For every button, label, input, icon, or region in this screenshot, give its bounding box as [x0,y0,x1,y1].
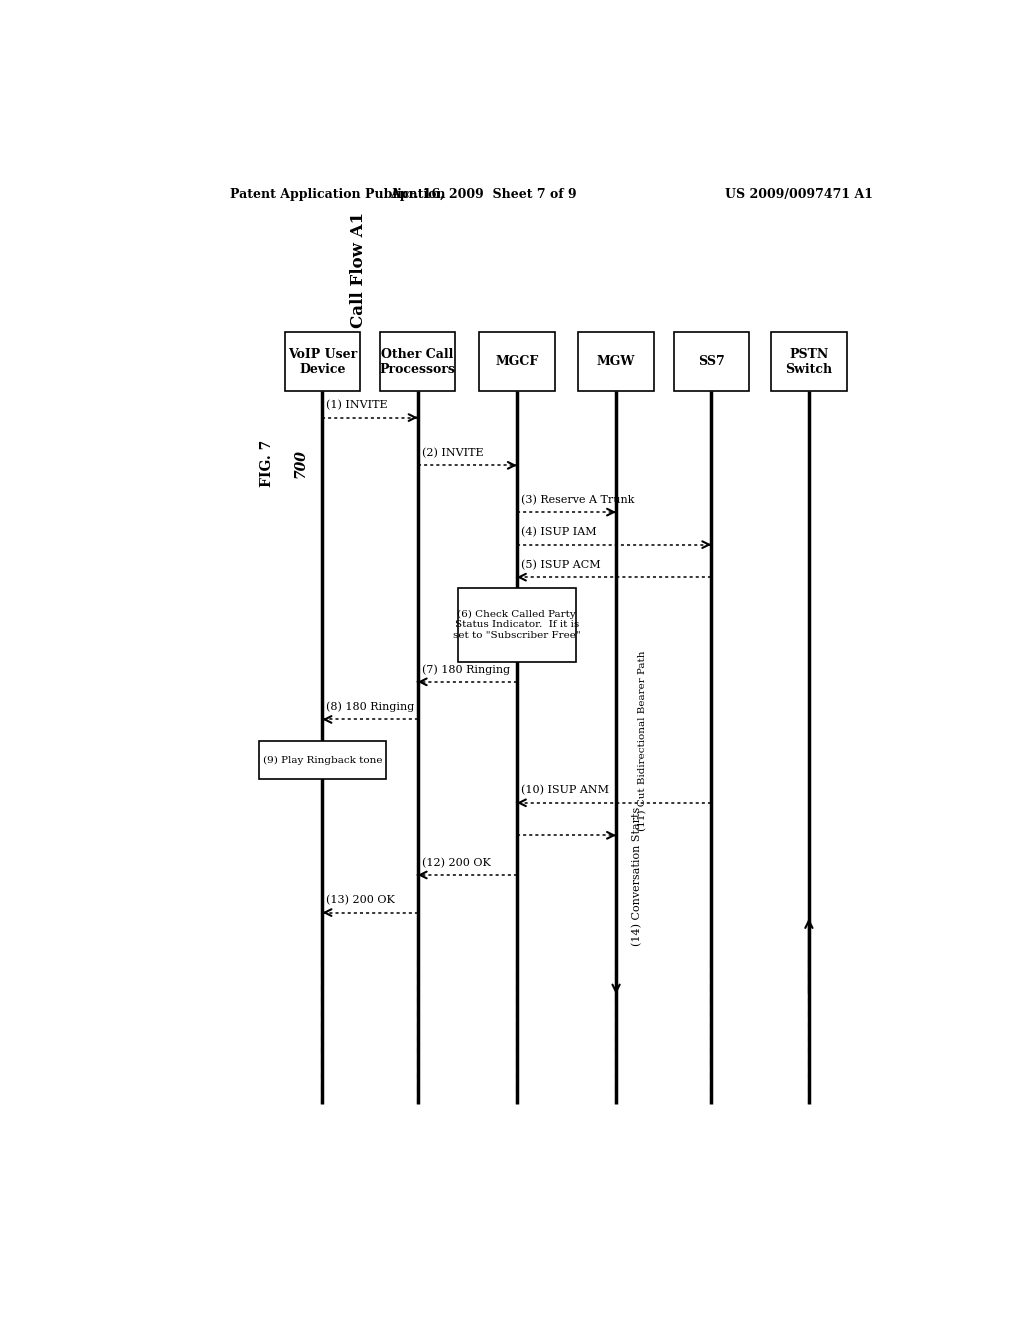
Bar [674,333,749,391]
Text: (3) Reserve A Trunk: (3) Reserve A Trunk [521,495,634,506]
Text: Patent Application Publication: Patent Application Publication [229,189,445,202]
Text: (12) 200 OK: (12) 200 OK [422,858,490,867]
Bar [458,587,575,663]
Text: SS7: SS7 [698,355,725,368]
Text: (13) 200 OK: (13) 200 OK [327,895,395,906]
Text: (6) Check Called Party
Status Indicator.  If it is
set to "Subscriber Free": (6) Check Called Party Status Indicator.… [453,610,581,640]
Bar [285,333,360,391]
Text: MGW: MGW [597,355,635,368]
Text: PSTN
Switch: PSTN Switch [785,347,833,376]
Text: VoIP User
Device: VoIP User Device [288,347,357,376]
Text: Other Call
Processors: Other Call Processors [380,347,456,376]
Text: (5) ISUP ACM: (5) ISUP ACM [521,560,600,570]
Text: MGCF: MGCF [496,355,539,368]
Text: (2) INVITE: (2) INVITE [422,447,483,458]
Bar [259,741,386,779]
Bar [380,333,456,391]
Text: (7) 180 Ringing: (7) 180 Ringing [422,664,510,675]
Text: (11) Cut Bidirectional Bearer Path: (11) Cut Bidirectional Bearer Path [638,651,647,832]
Text: FIG. 7: FIG. 7 [260,440,273,487]
Text: (9) Play Ringback tone: (9) Play Ringback tone [263,755,382,764]
Text: Call Flow A1: Call Flow A1 [349,213,367,329]
Text: (10) ISUP ANM: (10) ISUP ANM [521,785,609,796]
Bar [771,333,847,391]
Text: Apr. 16, 2009  Sheet 7 of 9: Apr. 16, 2009 Sheet 7 of 9 [390,189,577,202]
Text: (4) ISUP IAM: (4) ISUP IAM [521,527,596,537]
Bar [579,333,653,391]
Text: (14) Conversation Starts: (14) Conversation Starts [632,807,642,946]
Text: (1) INVITE: (1) INVITE [327,400,388,411]
Text: US 2009/0097471 A1: US 2009/0097471 A1 [725,189,872,202]
Text: 700: 700 [294,449,308,478]
Text: (8) 180 Ringing: (8) 180 Ringing [327,702,415,713]
Bar [479,333,555,391]
